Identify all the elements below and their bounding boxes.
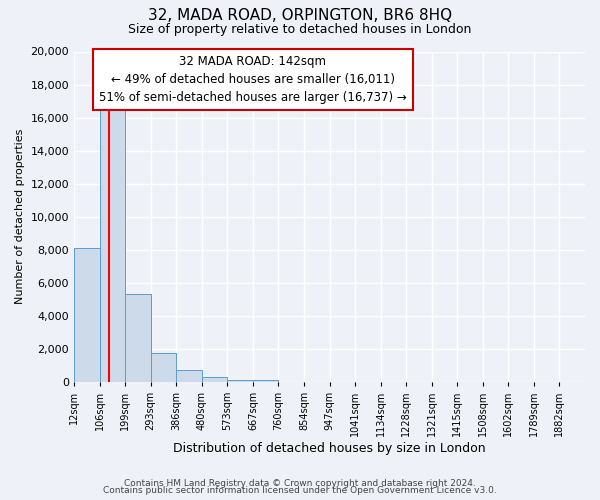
Text: 32, MADA ROAD, ORPINGTON, BR6 8HQ: 32, MADA ROAD, ORPINGTON, BR6 8HQ [148,8,452,22]
Y-axis label: Number of detached properties: Number of detached properties [15,129,25,304]
Bar [151,353,176,382]
Text: Size of property relative to detached houses in London: Size of property relative to detached ho… [128,22,472,36]
Bar [125,294,151,382]
Text: 32 MADA ROAD: 142sqm
← 49% of detached houses are smaller (16,011)
51% of semi-d: 32 MADA ROAD: 142sqm ← 49% of detached h… [99,55,407,104]
Text: Contains HM Land Registry data © Crown copyright and database right 2024.: Contains HM Land Registry data © Crown c… [124,478,476,488]
Bar [74,248,100,382]
Bar [176,370,202,382]
Bar [253,380,278,382]
Bar [202,378,227,382]
Bar [100,108,125,382]
Bar [227,380,253,382]
Text: Contains public sector information licensed under the Open Government Licence v3: Contains public sector information licen… [103,486,497,495]
X-axis label: Distribution of detached houses by size in London: Distribution of detached houses by size … [173,442,486,455]
